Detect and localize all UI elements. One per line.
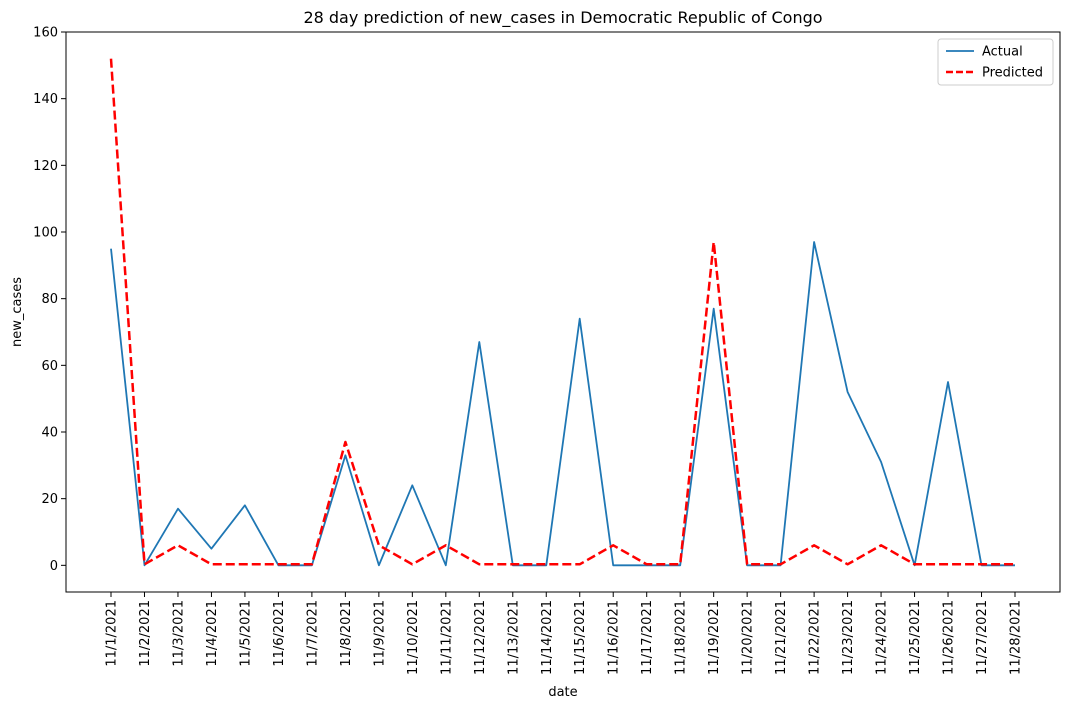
x-tick-label: 11/11/2021 xyxy=(439,600,454,675)
legend-label-actual: Actual xyxy=(982,45,1023,60)
y-axis: 0 20 40 60 80 100 120 140 160 xyxy=(33,26,66,574)
x-tick-label: 11/25/2021 xyxy=(908,600,923,675)
y-tick-label: 140 xyxy=(33,92,58,107)
x-axis: 11/1/2021 11/2/2021 11/3/2021 11/4/2021 11/5… xyxy=(105,592,1024,675)
x-tick-label: 11/3/2021 xyxy=(171,600,186,667)
x-tick-label: 11/21/2021 xyxy=(774,600,789,675)
x-tick-label: 11/27/2021 xyxy=(975,600,990,675)
x-tick-label: 11/8/2021 xyxy=(339,600,354,667)
x-tick-label: 11/1/2021 xyxy=(105,600,120,667)
x-tick-label: 11/18/2021 xyxy=(674,600,689,675)
x-tick-label: 11/24/2021 xyxy=(875,600,890,675)
x-tick-label: 11/5/2021 xyxy=(238,600,253,667)
x-tick-label: 11/6/2021 xyxy=(272,600,287,667)
x-tick-label: 11/28/2021 xyxy=(1009,600,1024,675)
x-tick-label: 11/16/2021 xyxy=(607,600,622,675)
plot-frame xyxy=(65,31,1061,593)
x-tick-label: 11/9/2021 xyxy=(372,600,387,667)
series-line-predicted xyxy=(109,58,1015,566)
y-tick-label: 40 xyxy=(41,426,58,441)
x-tick-label: 11/7/2021 xyxy=(305,600,320,667)
x-tick-label: 11/22/2021 xyxy=(808,600,823,675)
x-tick-label: 11/2/2021 xyxy=(138,600,153,667)
y-tick-label: 20 xyxy=(41,492,58,507)
x-tick-label: 11/23/2021 xyxy=(841,600,856,675)
y-tick-label: 0 xyxy=(50,559,58,574)
x-tick-label: 11/15/2021 xyxy=(573,600,588,675)
x-tick-label: 11/14/2021 xyxy=(540,600,555,675)
chart-title: 28 day prediction of new_cases in Democr… xyxy=(303,8,822,28)
x-tick-label: 11/26/2021 xyxy=(942,600,957,675)
legend: Actual Predicted xyxy=(937,38,1054,86)
legend-label-predicted: Predicted xyxy=(982,66,1043,81)
y-tick-label: 120 xyxy=(33,159,58,174)
y-axis-label: new_cases xyxy=(10,277,25,347)
x-tick-label: 11/12/2021 xyxy=(473,600,488,675)
x-tick-label: 11/10/2021 xyxy=(406,600,421,675)
x-axis-label: date xyxy=(548,685,577,700)
x-tick-label: 11/20/2021 xyxy=(741,600,756,675)
y-tick-label: 60 xyxy=(41,359,58,374)
y-tick-label: 80 xyxy=(41,292,58,307)
y-tick-label: 100 xyxy=(33,226,58,241)
x-tick-label: 11/13/2021 xyxy=(506,600,521,675)
x-tick-label: 11/4/2021 xyxy=(205,600,220,667)
x-tick-label: 11/19/2021 xyxy=(707,600,722,675)
y-tick-label: 160 xyxy=(33,26,58,41)
x-tick-label: 11/17/2021 xyxy=(640,600,655,675)
series-line-actual xyxy=(110,241,1015,567)
plot-lines xyxy=(109,58,1015,567)
